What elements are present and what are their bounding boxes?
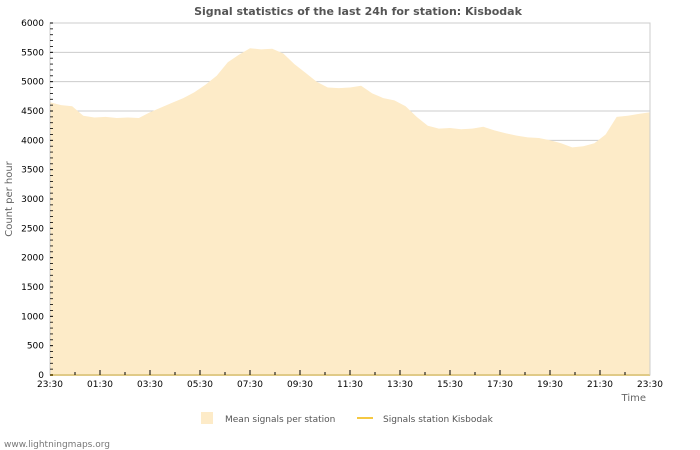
svg-text:2500: 2500 bbox=[21, 224, 44, 234]
svg-text:3500: 3500 bbox=[21, 166, 44, 176]
svg-text:01:30: 01:30 bbox=[87, 380, 113, 390]
svg-text:1500: 1500 bbox=[21, 283, 44, 293]
svg-text:0: 0 bbox=[38, 371, 44, 381]
x-axis: 23:30 01:30 03:30 05:30 07:30 09:30 11:30 13:30… bbox=[37, 370, 663, 390]
svg-text:11:30: 11:30 bbox=[337, 380, 363, 390]
svg-text:2000: 2000 bbox=[21, 254, 44, 264]
svg-text:03:30: 03:30 bbox=[137, 380, 163, 390]
legend-label-station: Signals station Kisbodak bbox=[383, 415, 494, 425]
svg-text:5000: 5000 bbox=[21, 78, 44, 88]
svg-text:23:30: 23:30 bbox=[37, 380, 63, 390]
svg-text:3000: 3000 bbox=[21, 195, 44, 205]
svg-text:23:30: 23:30 bbox=[637, 380, 663, 390]
svg-text:4500: 4500 bbox=[21, 107, 44, 117]
svg-text:07:30: 07:30 bbox=[237, 380, 263, 390]
svg-text:1000: 1000 bbox=[21, 312, 44, 322]
svg-text:17:30: 17:30 bbox=[487, 380, 513, 390]
legend-swatch-mean bbox=[201, 412, 213, 424]
svg-text:05:30: 05:30 bbox=[187, 380, 213, 390]
svg-text:13:30: 13:30 bbox=[387, 380, 413, 390]
svg-text:09:30: 09:30 bbox=[287, 380, 313, 390]
svg-text:6000: 6000 bbox=[21, 19, 44, 29]
footer-site[interactable]: www.lightningmaps.org bbox=[4, 440, 110, 450]
svg-text:500: 500 bbox=[27, 342, 44, 352]
legend-label-mean: Mean signals per station bbox=[225, 415, 335, 425]
y-axis-label: Count per hour bbox=[4, 160, 15, 236]
y-axis: 0 500 1000 1500 2000 2500 3000 3500 4000 4500 5000… bbox=[21, 19, 53, 381]
svg-text:5500: 5500 bbox=[21, 48, 44, 58]
x-axis-label: Time bbox=[621, 393, 646, 404]
svg-text:19:30: 19:30 bbox=[537, 380, 563, 390]
svg-text:15:30: 15:30 bbox=[437, 380, 463, 390]
mean-signals-area bbox=[50, 48, 650, 375]
svg-text:21:30: 21:30 bbox=[587, 380, 613, 390]
chart-title: Signal statistics of the last 24h for st… bbox=[194, 5, 523, 18]
svg-text:4000: 4000 bbox=[21, 136, 44, 146]
